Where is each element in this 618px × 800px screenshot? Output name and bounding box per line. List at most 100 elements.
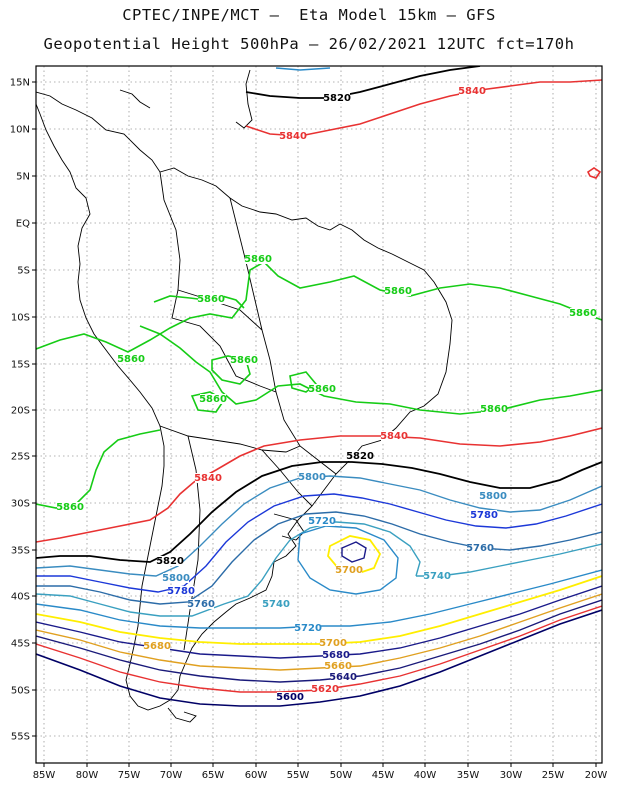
contour-label: 5760 [466, 543, 494, 554]
contour-5760 [36, 511, 602, 605]
contour-label-bg [324, 93, 350, 103]
contour-label: 5800 [298, 472, 326, 483]
lat-tick-label: 15N [10, 78, 30, 89]
contour-label: 5760 [187, 599, 215, 610]
lat-tick-label: 40S [11, 592, 30, 603]
contour-label: 5860 [230, 355, 258, 366]
contour-label: 5860 [569, 308, 597, 319]
contour-label: 5780 [167, 586, 195, 597]
contour-label: 5680 [322, 650, 350, 661]
contour-label-bg [163, 573, 189, 583]
contour-label: 5700 [319, 638, 347, 649]
lon-tick-label: 85W [33, 770, 56, 781]
contour-label-bg [245, 254, 271, 264]
lon-tick-label: 65W [202, 770, 225, 781]
contour-label-bg [157, 556, 183, 566]
contour-label: 5860 [197, 294, 225, 305]
map-title-line1: CPTEC/INPE/MCT – Eta Model 15km – GFS [122, 6, 496, 24]
contour-label-bg [481, 404, 507, 414]
lon-tick-label: 45W [372, 770, 395, 781]
contour-label: 5720 [308, 516, 336, 527]
contour-label-bg [295, 623, 321, 633]
contour-label-bg [263, 599, 289, 609]
contour-label-bg [57, 502, 83, 512]
map-title-line2: Geopotential Height 500hPa – 26/02/2021 … [43, 35, 575, 53]
lon-tick-label: 55W [287, 770, 310, 781]
contour-label-bg [198, 294, 224, 304]
contour-label-bg [336, 565, 362, 575]
contour-5620 [36, 605, 602, 693]
contour-label-bg [471, 510, 497, 520]
coastline [36, 69, 453, 723]
contour-5740 [36, 521, 602, 617]
contour-label-bg [480, 491, 506, 501]
contour-label: 5820 [346, 451, 374, 462]
contour-label-bg [323, 650, 349, 660]
lat-tick-label: 10S [11, 313, 30, 324]
lat-tick-label: 50S [11, 686, 30, 697]
contour-label: 5840 [194, 473, 222, 484]
contour-label-bg [231, 355, 257, 365]
lat-tick-label: 45S [11, 639, 30, 650]
contour-label: 5600 [276, 692, 304, 703]
contour-5680 [36, 541, 602, 659]
lat-tick-label: 5N [16, 172, 30, 183]
contour-label: 5740 [262, 599, 290, 610]
lon-tick-label: 80W [76, 770, 99, 781]
contour-top-arc [275, 67, 331, 71]
contour-label: 5860 [308, 384, 336, 395]
contour-label: 5640 [329, 672, 357, 683]
contour-label: 5840 [279, 131, 307, 142]
axis-ticks: 15N 10N 5N EQ 5S 10S 15S 20S 25S 30S 35S 40S 45S 50S 5… [10, 78, 608, 782]
contour-5640 [36, 599, 602, 683]
lon-tick-label: 40W [414, 770, 437, 781]
contour-label-bg [309, 516, 335, 526]
contour-5600 [36, 609, 602, 707]
lon-tick-label: 70W [160, 770, 183, 781]
contour-label-bg [347, 451, 373, 461]
contour-label-bg [320, 638, 346, 648]
contour-label: 5860 [56, 502, 84, 513]
graticule [36, 66, 602, 763]
map-frame [35, 65, 603, 764]
contour-label-bg [424, 571, 450, 581]
contour-label-bg [381, 431, 407, 441]
contour-label-bg [330, 672, 356, 682]
lat-tick-label: 25S [11, 452, 30, 463]
contour-label: 5840 [458, 86, 486, 97]
contour-label: 5700 [335, 565, 363, 576]
contour-label: 5800 [479, 491, 507, 502]
contour-label: 5620 [311, 684, 339, 695]
contour-5720 [36, 525, 602, 629]
contour-label: 5860 [199, 394, 227, 405]
contour-label-bg [280, 131, 306, 141]
contour-label-bg [309, 384, 335, 394]
contour-label-bg [467, 543, 493, 553]
contour-5780 [36, 493, 602, 593]
contour-label: 5780 [470, 510, 498, 521]
contour-label-bg [312, 684, 338, 694]
lat-tick-label: 5S [17, 266, 30, 277]
contour-labels: 5820 5840 5840 5860 5860 5860 5860 5860 5860 5860… [56, 86, 597, 703]
contour-label: 5720 [294, 623, 322, 634]
lon-tick-label: 30W [500, 770, 523, 781]
contour-label-bg [325, 661, 351, 671]
contour-label-bg [118, 354, 144, 364]
contour-5820 [36, 66, 602, 563]
contour-label-bg [200, 394, 226, 404]
contour-label: 5840 [380, 431, 408, 442]
contour-label: 5860 [480, 404, 508, 415]
contour-label: 5820 [323, 93, 351, 104]
lat-tick-label: 10N [10, 125, 30, 136]
contour-label-bg [188, 599, 214, 609]
contour-label-bg [168, 586, 194, 596]
lon-tick-label: 50W [330, 770, 353, 781]
contour-label: 5860 [384, 286, 412, 297]
contour-label-bg [144, 641, 170, 651]
lat-tick-label: 35S [11, 546, 30, 557]
contour-label: 5740 [423, 571, 451, 582]
contour-label: 5680 [143, 641, 171, 652]
contour-label: 5860 [117, 354, 145, 365]
lat-tick-label: 15S [11, 360, 30, 371]
